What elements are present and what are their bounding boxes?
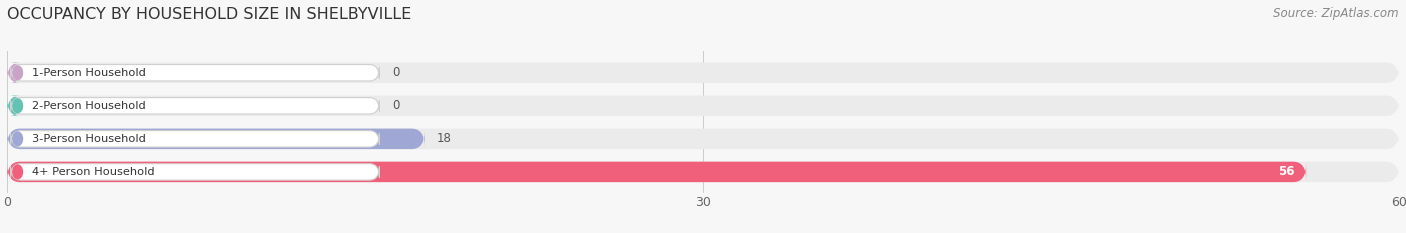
FancyBboxPatch shape (7, 162, 1306, 182)
FancyBboxPatch shape (7, 129, 425, 149)
Text: 3-Person Household: 3-Person Household (32, 134, 146, 144)
FancyBboxPatch shape (10, 98, 380, 114)
Text: 18: 18 (436, 132, 451, 145)
Circle shape (13, 165, 22, 179)
FancyBboxPatch shape (10, 164, 380, 180)
Text: 1-Person Household: 1-Person Household (32, 68, 146, 78)
Circle shape (13, 132, 22, 146)
FancyBboxPatch shape (7, 96, 22, 116)
Text: 0: 0 (392, 66, 399, 79)
Text: Source: ZipAtlas.com: Source: ZipAtlas.com (1274, 7, 1399, 20)
FancyBboxPatch shape (7, 62, 1399, 83)
Text: OCCUPANCY BY HOUSEHOLD SIZE IN SHELBYVILLE: OCCUPANCY BY HOUSEHOLD SIZE IN SHELBYVIL… (7, 7, 412, 22)
FancyBboxPatch shape (7, 162, 1399, 182)
Text: 4+ Person Household: 4+ Person Household (32, 167, 155, 177)
Circle shape (13, 66, 22, 80)
Text: 2-Person Household: 2-Person Household (32, 101, 146, 111)
FancyBboxPatch shape (10, 131, 380, 147)
Text: 56: 56 (1278, 165, 1295, 178)
FancyBboxPatch shape (7, 129, 1399, 149)
FancyBboxPatch shape (10, 65, 380, 81)
Circle shape (13, 99, 22, 113)
Text: 0: 0 (392, 99, 399, 112)
FancyBboxPatch shape (7, 96, 1399, 116)
FancyBboxPatch shape (7, 62, 22, 83)
